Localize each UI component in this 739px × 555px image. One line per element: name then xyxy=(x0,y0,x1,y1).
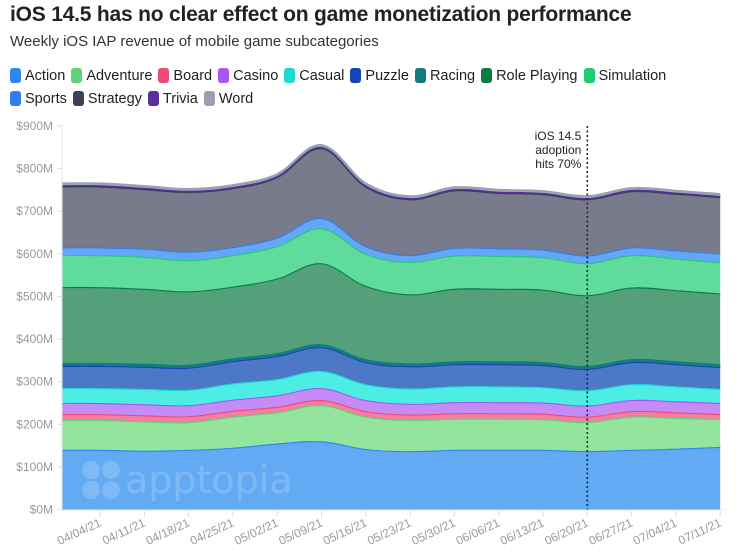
area-puzzle xyxy=(62,347,721,391)
legend-item-casual[interactable]: Casual xyxy=(284,66,344,85)
legend-label: Casual xyxy=(299,67,345,84)
legend-item-sports[interactable]: Sports xyxy=(10,89,67,108)
legend-item-adventure[interactable]: Adventure xyxy=(71,66,152,85)
legend-swatch xyxy=(71,68,83,83)
annotation-text: iOS 14.5 xyxy=(535,129,582,143)
legend-label: Trivia xyxy=(162,90,198,107)
apptopia-watermark: apptopia xyxy=(82,458,293,502)
legend-item-board[interactable]: Board xyxy=(158,66,212,85)
legend-swatch xyxy=(72,91,84,106)
y-tick-label: $700M xyxy=(16,204,53,218)
y-tick-label: $200M xyxy=(16,417,53,431)
x-axis: 04/04/2104/11/2104/18/2104/25/2105/02/21… xyxy=(55,509,724,548)
legend-swatch xyxy=(203,91,215,106)
area-board xyxy=(62,399,721,423)
legend-swatch xyxy=(10,91,21,106)
area-adventure xyxy=(62,405,721,452)
x-tick-label: 06/20/21 xyxy=(542,515,591,548)
annotation-text: adoption xyxy=(535,143,581,157)
legend-swatch xyxy=(158,68,170,83)
y-tick-label: $900M xyxy=(16,119,53,133)
legend-swatch xyxy=(147,91,159,106)
legend-label: Word xyxy=(218,90,254,107)
y-tick-label: $400M xyxy=(16,332,53,346)
y-tick-label: $100M xyxy=(16,460,53,474)
x-tick-label: 05/16/21 xyxy=(321,515,370,548)
area-layers xyxy=(62,144,721,510)
legend-item-role-playing[interactable]: Role Playing xyxy=(481,66,578,85)
legend-item-word[interactable]: Word xyxy=(203,89,254,108)
y-tick-label: $600M xyxy=(16,247,53,261)
chart-subtitle: Weekly iOS IAP revenue of mobile game su… xyxy=(10,33,379,50)
legend-swatch xyxy=(284,68,296,83)
legend-label: Strategy xyxy=(87,90,142,107)
legend-item-trivia[interactable]: Trivia xyxy=(147,89,198,108)
area-strategy xyxy=(62,148,721,256)
x-tick-label: 05/09/21 xyxy=(277,515,326,548)
annotation-text: hits 70% xyxy=(535,157,581,171)
legend-label: Casino xyxy=(233,67,279,84)
watermark-text: apptopia xyxy=(125,458,293,502)
legend-label: Board xyxy=(173,67,213,84)
legend-swatch xyxy=(218,68,230,83)
legend-swatch xyxy=(583,68,595,83)
x-tick-label: 07/11/21 xyxy=(676,515,724,547)
legend-label: Racing xyxy=(429,67,476,84)
area-simulation xyxy=(62,228,721,296)
legend-label: Simulation xyxy=(598,67,667,84)
chart-title: iOS 14.5 has no clear effect on game mon… xyxy=(10,3,632,26)
y-tick-label: $800M xyxy=(16,162,53,176)
legend-label: Action xyxy=(25,67,66,84)
legend-label: Adventure xyxy=(86,67,153,84)
legend-item-casino[interactable]: Casino xyxy=(218,66,278,85)
legend-label: Role Playing xyxy=(496,67,578,84)
legend-item-racing[interactable]: Racing xyxy=(414,66,476,85)
x-tick-label: 04/25/21 xyxy=(188,515,237,548)
legend-label: Sports xyxy=(25,90,67,107)
legend-item-puzzle[interactable]: Puzzle xyxy=(350,66,409,85)
x-tick-label: 05/30/21 xyxy=(409,515,458,548)
x-tick-label: 05/02/21 xyxy=(232,515,281,548)
area-line-word xyxy=(62,144,721,198)
legend-item-simulation[interactable]: Simulation xyxy=(583,66,667,85)
legend-swatch xyxy=(10,68,21,83)
x-tick-label: 04/04/21 xyxy=(55,515,104,548)
x-tick-label: 06/13/21 xyxy=(498,515,547,548)
area-casino xyxy=(62,388,721,417)
legend-label: Puzzle xyxy=(365,67,409,84)
area-role-playing xyxy=(62,263,721,366)
legend-swatch xyxy=(481,68,493,83)
x-tick-label: 07/04/21 xyxy=(631,515,680,548)
x-tick-label: 04/11/21 xyxy=(100,515,148,547)
y-tick-label: $300M xyxy=(16,375,53,389)
y-axis: $0M $100M $200M $300M $400M $500M $600M $700M $8… xyxy=(16,119,63,517)
area-action xyxy=(62,441,721,510)
area-line-action xyxy=(62,439,721,453)
legend-item-strategy[interactable]: Strategy xyxy=(72,89,142,108)
x-tick-label: 04/18/21 xyxy=(144,515,193,548)
legend-swatch xyxy=(414,68,426,83)
x-tick-label: 06/27/21 xyxy=(587,515,636,548)
x-tick-label: 05/23/21 xyxy=(365,515,414,548)
x-tick-label: 06/06/21 xyxy=(454,515,503,548)
legend-swatch xyxy=(350,68,362,83)
legend-item-action[interactable]: Action xyxy=(10,66,65,85)
y-tick-label: $0M xyxy=(30,503,53,517)
area-racing xyxy=(62,344,721,369)
chart-legend: Action Adventure Board Casino Casual Puzzle Ra… xyxy=(10,66,735,108)
y-tick-label: $500M xyxy=(16,289,53,303)
